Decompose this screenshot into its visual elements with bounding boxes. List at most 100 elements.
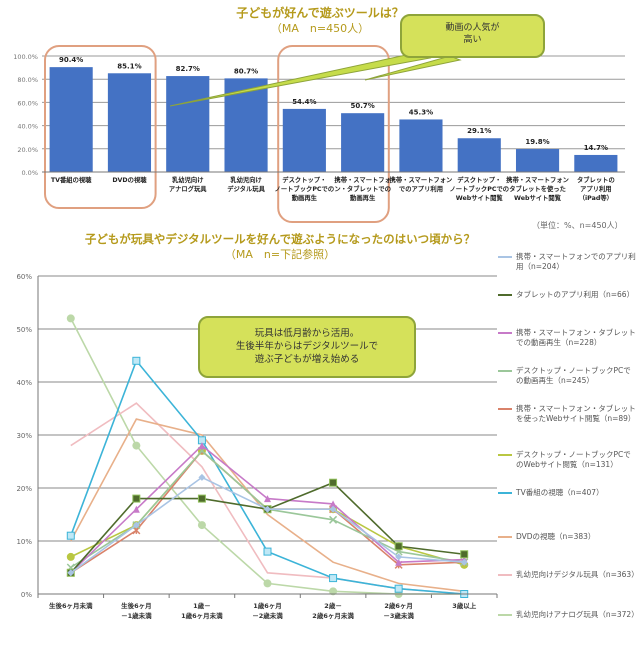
data-point [132,505,140,513]
legend-swatch-icon [498,454,512,456]
bar-highlight-box [44,45,157,209]
bar [574,154,618,172]
bar-y-tick-label: 80.0% [17,76,38,84]
bar-highlight-box [277,45,390,223]
bar [341,113,385,172]
bar-data-label: 85.1% [117,62,141,70]
bar-chart: 0.0% 20.0% 40.0% 60.0% 80.0% 100.0% 90.4% TV番組の… [13,45,625,223]
legend-label: 乳幼児向けデジタル玩具（n=363） [516,570,639,579]
data-point [395,558,403,566]
data-point [394,542,403,551]
data-point [329,478,338,487]
bar-x-tick-label: 携帯・スマートフォンタブレットを使った Webサイト閲覧 [506,175,569,202]
bar-x-tick-label: 携帯・スマートフォンでのアプリ利用 [390,175,453,193]
line-x-tick-label: 1歳－ 1歳6ヶ月未満 [181,601,223,620]
data-point [198,442,206,450]
data-point [132,494,141,503]
line-y-tick-label: 30% [16,432,32,440]
bar [166,76,210,172]
legend-swatch-icon [498,332,512,334]
data-point [460,558,468,566]
bar-x-tick-label: デスクトップ・ノートブックPCでの動画再生 [275,175,335,202]
line-y-tick-label: 0% [21,591,32,599]
legend-label: デスクトップ・ノートブックPCでのWebサイト閲覧（n=131） [516,450,631,469]
line-x-tick-label: 2歳－ 2歳6ヶ月未満 [312,601,354,620]
bar-chart-unit-note: （単位：%、n=450人） [532,221,623,230]
line-chart-callout: 玩具は低月齢から活用。 生後半年からはデジタルツールで 遊ぶ子どもが増え始める [198,316,416,378]
data-point [132,356,141,365]
bar-x-tick-label: TV番組の視聴 [51,175,92,184]
legend-swatch-icon [498,536,512,538]
legend-label: 携帯・スマートフォンでのアプリ利用（n=204） [516,252,636,271]
line-chart: 0% 10% 20% 30% 40% 50% 60% 生後6ヶ月未満 生後6ヶ月－1歳未満 1歳－… [16,273,498,620]
bar-data-label: 90.4% [59,56,83,64]
bar [107,73,152,172]
bar [457,138,501,172]
data-point [329,574,338,583]
legend-swatch-icon [498,408,512,410]
line-x-tick-label: 生後6ヶ月未満 [49,601,93,610]
line-y-tick-label: 60% [16,273,32,281]
bar-data-label: 50.7% [351,102,375,110]
bar-y-tick-label: 40.0% [17,123,38,131]
data-point [329,515,338,524]
data-point [394,584,403,593]
legend-label: 携帯・スマートフォン・タブレットでの動画再生（n=228） [516,328,636,347]
bar-data-label: 80.7% [234,67,258,75]
bar-y-tick-label: 60.0% [17,99,38,107]
data-point [395,553,403,561]
line-y-tick-label: 50% [16,326,32,334]
bar-chart-title: 子どもが好んで遊ぶツールは？ [236,6,404,20]
bar-data-label: 54.4% [292,98,316,106]
data-point [66,314,75,323]
series-line [70,476,465,574]
bar-x-tick-label: 携帯・スマートフォン・タブレットでの動画再生 [334,175,391,202]
legend-label: デスクトップ・ノートブックPCでの動画再生（n=245） [516,366,631,385]
bar-y-tick-label: 100.0% [13,53,38,61]
data-point [198,473,206,481]
callout-pointer [364,55,462,81]
bar-data-label: 45.3% [409,108,433,116]
data-point [329,505,337,513]
legend-label: 乳幼児向けアナログ玩具（n=372） [516,610,639,619]
bar-x-tick-label: 乳幼児向けデジタル玩具 [227,175,265,193]
legend-swatch-icon [498,256,512,258]
series-line [70,359,465,595]
bar-data-label: 14.7% [584,144,608,152]
bar-x-tick-label: DVDの視聴 [112,175,147,184]
bar-chart-subtitle: （MA n=450人） [270,22,370,35]
bar [282,108,326,172]
data-point [66,531,75,540]
bar-x-tick-label: タブレットのアプリ利用（iPad等） [577,175,615,202]
data-point [329,500,337,508]
data-point [66,552,75,561]
data-point [197,494,206,503]
data-point [132,441,141,450]
line-y-tick-label: 20% [16,485,32,493]
legend-swatch-icon [498,294,512,296]
legend-label: タブレットのアプリ利用（n=66） [516,290,635,299]
data-point [329,587,338,596]
bar-data-label: 19.8% [525,138,549,146]
bar-x-tick-label: デスクトップ・ノートブックPCでの Webサイト閲覧 [449,175,509,202]
data-point [67,569,75,577]
legend-swatch-icon [498,370,512,372]
line-x-tick-label: 生後6ヶ月－1歳未満 [121,601,152,620]
bar-y-tick-label: 20.0% [17,146,38,154]
data-point [263,547,272,556]
bar [515,149,560,172]
data-point [460,550,469,559]
data-point [263,579,272,588]
legend-label: TV番組の視聴（n=407） [516,488,604,497]
line-y-tick-label: 10% [16,538,32,546]
data-point [197,521,206,530]
legend-label: 携帯・スマートフォン・タブレットを使ったWebサイト閲覧（n=89） [516,404,636,423]
data-point [264,495,271,503]
bar-x-tick-label: 乳幼児向けアナログ玩具 [169,175,207,193]
line-chart-title: 子どもが玩具やデジタルツールを好んで遊ぶようになったのはいつ頃から？ [84,232,476,246]
line-chart-subtitle: （MA n=下記参照） [224,248,336,261]
line-x-tick-label: 1歳6ヶ月－2歳未満 [252,601,283,620]
legend-swatch-icon [498,614,512,616]
bar-y-tick-label: 0.0% [21,169,38,177]
line-series [70,418,465,593]
